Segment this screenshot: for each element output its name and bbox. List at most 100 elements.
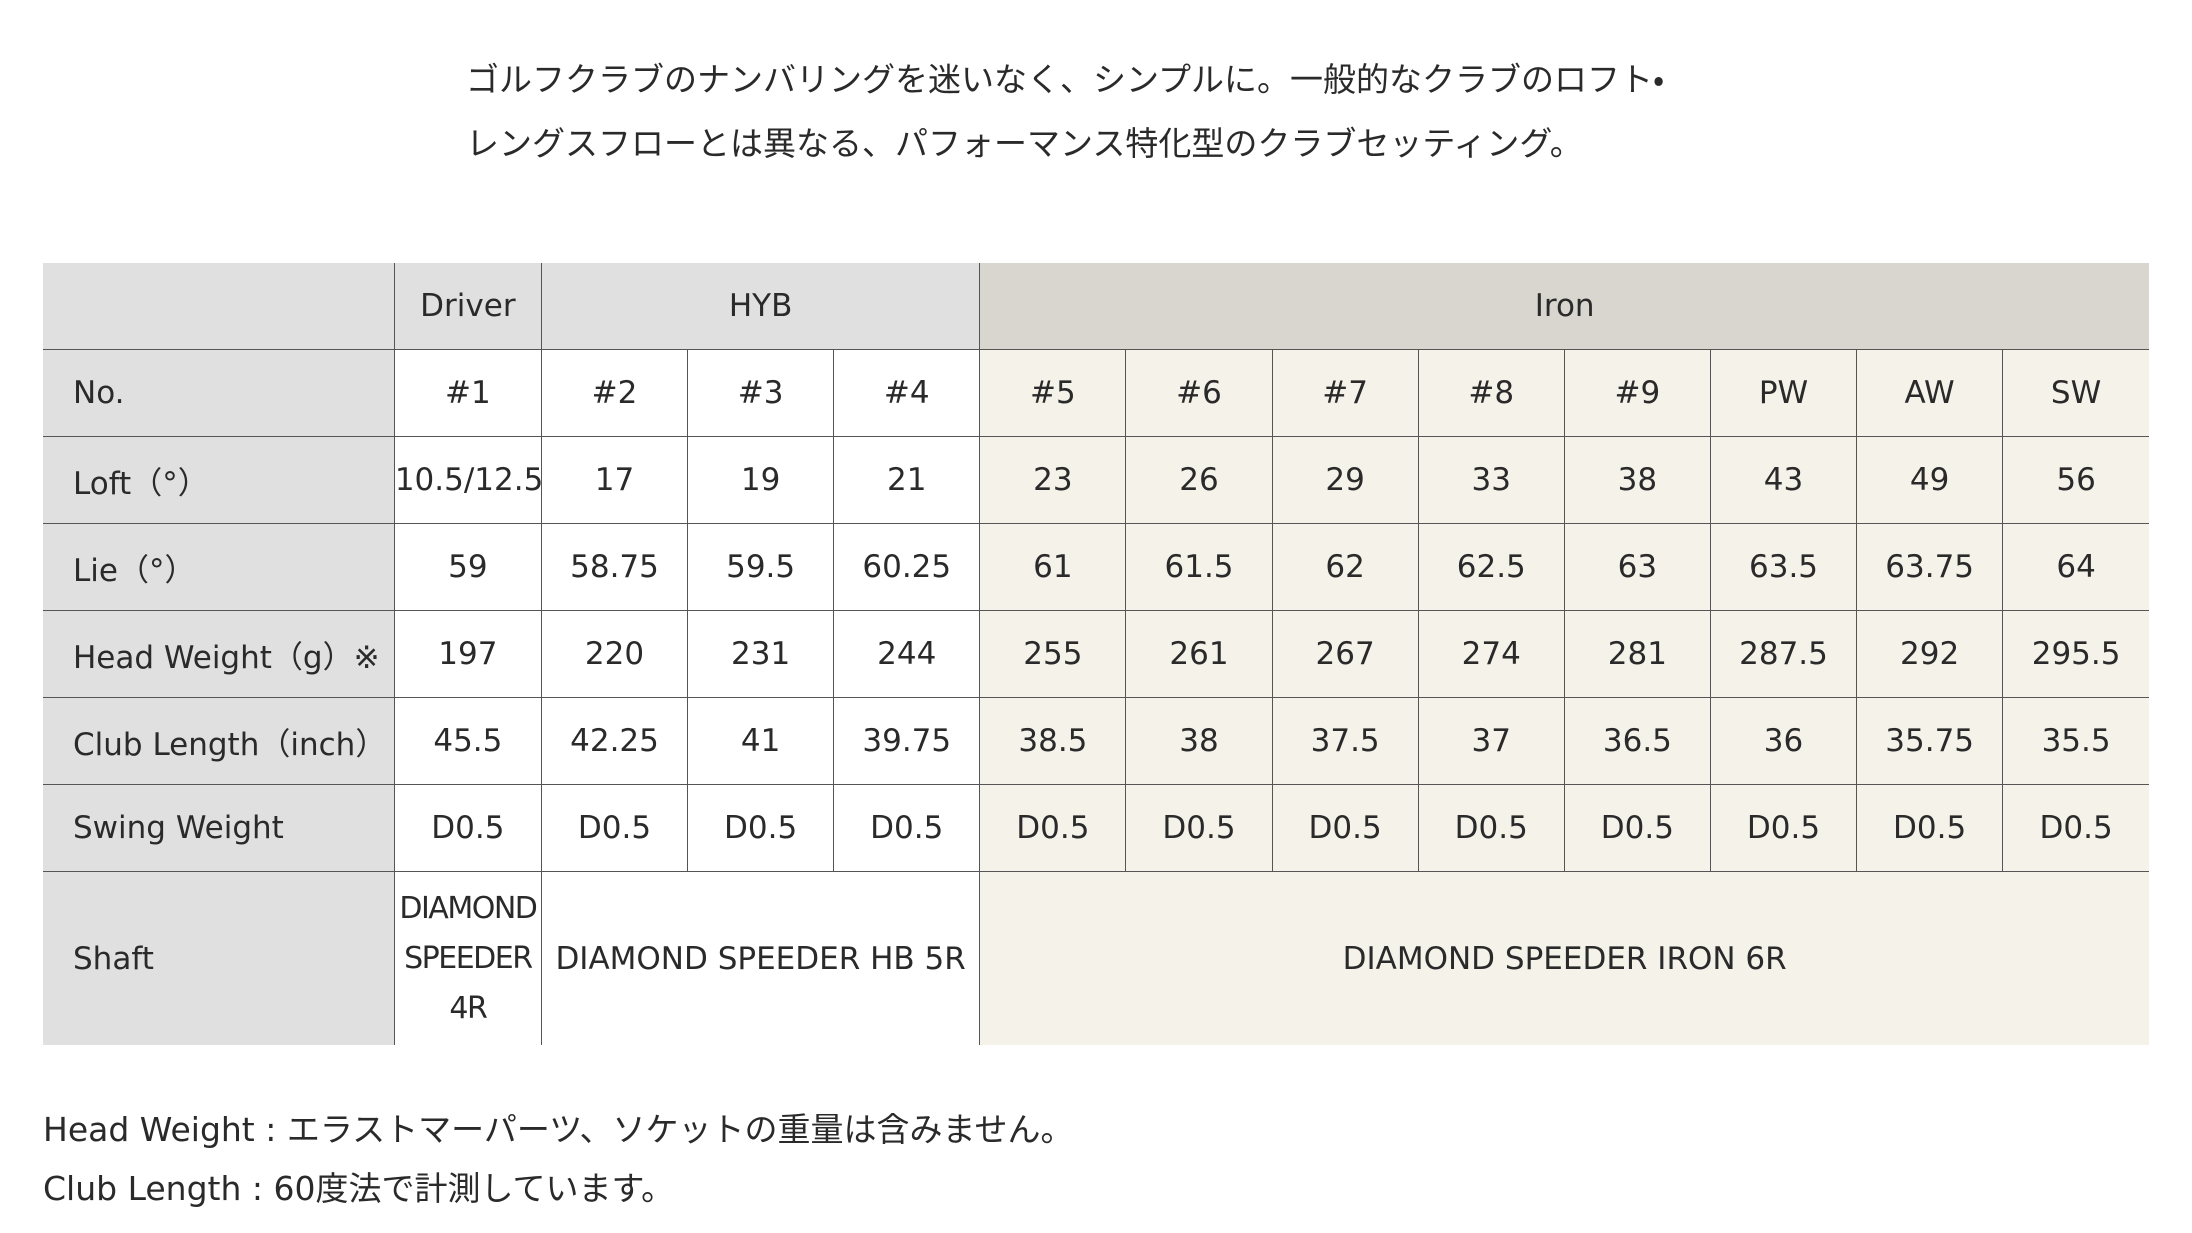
spec-row: Lie（°） 59 58.75 59.5 60.25 61 61.5 62 62.5 63 63.5…: [43, 523, 2149, 611]
note: Head Weight : エラストマーパーツ、ソケットの重量は含みません。: [43, 1110, 1074, 1149]
spec-cell: 231: [687, 610, 835, 698]
spec-cell: 10.5/12.5: [393, 436, 543, 524]
spec-cell: 36: [1709, 697, 1858, 785]
spec-cell: 43: [1709, 436, 1858, 524]
group-row: Driver HYB Iron: [43, 263, 2149, 350]
row-label: No.: [43, 349, 395, 437]
spec-cell: #4: [833, 349, 981, 437]
spec-cell: 56: [2002, 436, 2149, 524]
shaft-cell: DIAMOND SPEEDER HB 5R: [540, 871, 981, 1045]
spec-cell: 23: [979, 436, 1127, 524]
spec-cell: 64: [2002, 523, 2149, 611]
spec-cell: 49: [1856, 436, 2004, 524]
spec-cell: #9: [1563, 349, 1711, 437]
spec-cell: 59.5: [687, 523, 835, 611]
corner-cell: [43, 263, 395, 350]
spec-cell: 38: [1563, 436, 1711, 524]
spec-cell: 26: [1125, 436, 1273, 524]
shaft-cell: DIAMOND SPEEDER 4R: [393, 871, 542, 1045]
spec-cell: 63.75: [1856, 523, 2004, 611]
spec-cell: SW: [2002, 349, 2149, 437]
shaft-cell: DIAMOND SPEEDER IRON 6R: [979, 871, 2149, 1045]
spec-row: Swing Weight D0.5 D0.5 D0.5 D0.5 D0.5 D0.5 D0.5…: [43, 784, 2149, 872]
spec-cell: AW: [1856, 349, 2004, 437]
spec-cell: 29: [1271, 436, 1419, 524]
spec-cell: #6: [1125, 349, 1273, 437]
spec-cell: 33: [1417, 436, 1565, 524]
note: Club Length : 60度法で計測しています。: [43, 1169, 675, 1208]
notes: Head Weight : エラストマーパーツ、ソケットの重量は含みません。 C…: [43, 1100, 1074, 1218]
row-label: Lie（°）: [43, 523, 395, 611]
spec-cell: 244: [833, 610, 981, 698]
spec-cell: D0.5: [2002, 784, 2149, 872]
intro: ゴルフクラブのナンバリングを迷いなく、シンプルに。一般的なクラブのロフト・ レン…: [466, 48, 1664, 176]
spec-cell: 60.25: [833, 523, 981, 611]
spec-cell: #8: [1417, 349, 1565, 437]
spec-cell: 261: [1125, 610, 1273, 698]
spec-row: Head Weight（g）※ 197 220 231 244 255 261 267 274 2…: [43, 610, 2149, 698]
group-header: HYB: [540, 263, 981, 350]
spec-cell: #5: [979, 349, 1127, 437]
spec-cell: D0.5: [979, 784, 1127, 872]
spec-cell: D0.5: [393, 784, 542, 872]
spec-row: No. #1 #2 #3 #4 #5 #6 #7 #8 #9 PW AW SW: [43, 349, 2149, 437]
spec-cell: 35.5: [2002, 697, 2149, 785]
spec-cell: D0.5: [1563, 784, 1711, 872]
spec-cell: D0.5: [1125, 784, 1273, 872]
spec-cell: 281: [1563, 610, 1711, 698]
spec-cell: 197: [393, 610, 542, 698]
spec-cell: 21: [833, 436, 981, 524]
spec-row: Club Length（inch） 45.5 42.25 41 39.75 38.5 38 3…: [43, 697, 2149, 785]
spec-cell: #7: [1271, 349, 1419, 437]
spec-cell: PW: [1709, 349, 1858, 437]
spec-cell: 62.5: [1417, 523, 1565, 611]
spec-cell: 38.5: [979, 697, 1127, 785]
spec-cell: D0.5: [687, 784, 835, 872]
spec-cell: 295.5: [2002, 610, 2149, 698]
spec-cell: #2: [540, 349, 689, 437]
spec-cell: 292: [1856, 610, 2004, 698]
group-header: Driver: [393, 263, 542, 350]
spec-cell: 63.5: [1709, 523, 1858, 611]
spec-cell: 58.75: [540, 523, 689, 611]
spec-cell: 61: [979, 523, 1127, 611]
spec-cell: D0.5: [540, 784, 689, 872]
spec-cell: 35.75: [1856, 697, 2004, 785]
spec-cell: 220: [540, 610, 689, 698]
spec-cell: 37: [1417, 697, 1565, 785]
row-label: Club Length（inch）: [43, 697, 395, 785]
row-label: Swing Weight: [43, 784, 395, 872]
spec-cell: 63: [1563, 523, 1711, 611]
spec-cell: D0.5: [1709, 784, 1858, 872]
spec-cell: 59: [393, 523, 542, 611]
spec-cell: 19: [687, 436, 835, 524]
spec-cell: 61.5: [1125, 523, 1273, 611]
spec-cell: 255: [979, 610, 1127, 698]
spec-cell: D0.5: [1417, 784, 1565, 872]
spec-row: Loft（°） 10.5/12.5 17 19 21 23 26 29 33 38 43 49 56: [43, 436, 2149, 524]
row-label: Loft（°）: [43, 436, 395, 524]
spec-cell: 267: [1271, 610, 1419, 698]
intro-line: ゴルフクラブのナンバリングを迷いなく、シンプルに。一般的なクラブのロフト・: [466, 60, 1665, 99]
spec-cell: D0.5: [833, 784, 981, 872]
spec-cell: 39.75: [833, 697, 981, 785]
shaft-row: Shaft DIAMOND SPEEDER 4R DIAMOND SPEEDER H…: [43, 871, 2149, 1045]
spec-cell: 62: [1271, 523, 1419, 611]
spec-cell: 287.5: [1709, 610, 1858, 698]
row-label: Head Weight（g）※: [43, 610, 395, 698]
group-header: Iron: [979, 263, 2149, 350]
row-label: Shaft: [43, 871, 395, 1045]
spec-cell: D0.5: [1856, 784, 2004, 872]
spec-cell: 38: [1125, 697, 1273, 785]
spec-cell: #3: [687, 349, 835, 437]
intro-line: レングスフローとは異なる、パフォーマンス特化型のクラブセッティング。: [466, 124, 1583, 163]
spec-table: Driver HYB Iron No. #1 #2 #3 #4 #5 #6 #7 #8 #9 PW A…: [43, 263, 2149, 1045]
spec-cell: 41: [687, 697, 835, 785]
spec-cell: 45.5: [393, 697, 542, 785]
spec-cell: D0.5: [1271, 784, 1419, 872]
spec-cell: 17: [540, 436, 689, 524]
spec-cell: 274: [1417, 610, 1565, 698]
spec-cell: #1: [393, 349, 542, 437]
spec-cell: 37.5: [1271, 697, 1419, 785]
